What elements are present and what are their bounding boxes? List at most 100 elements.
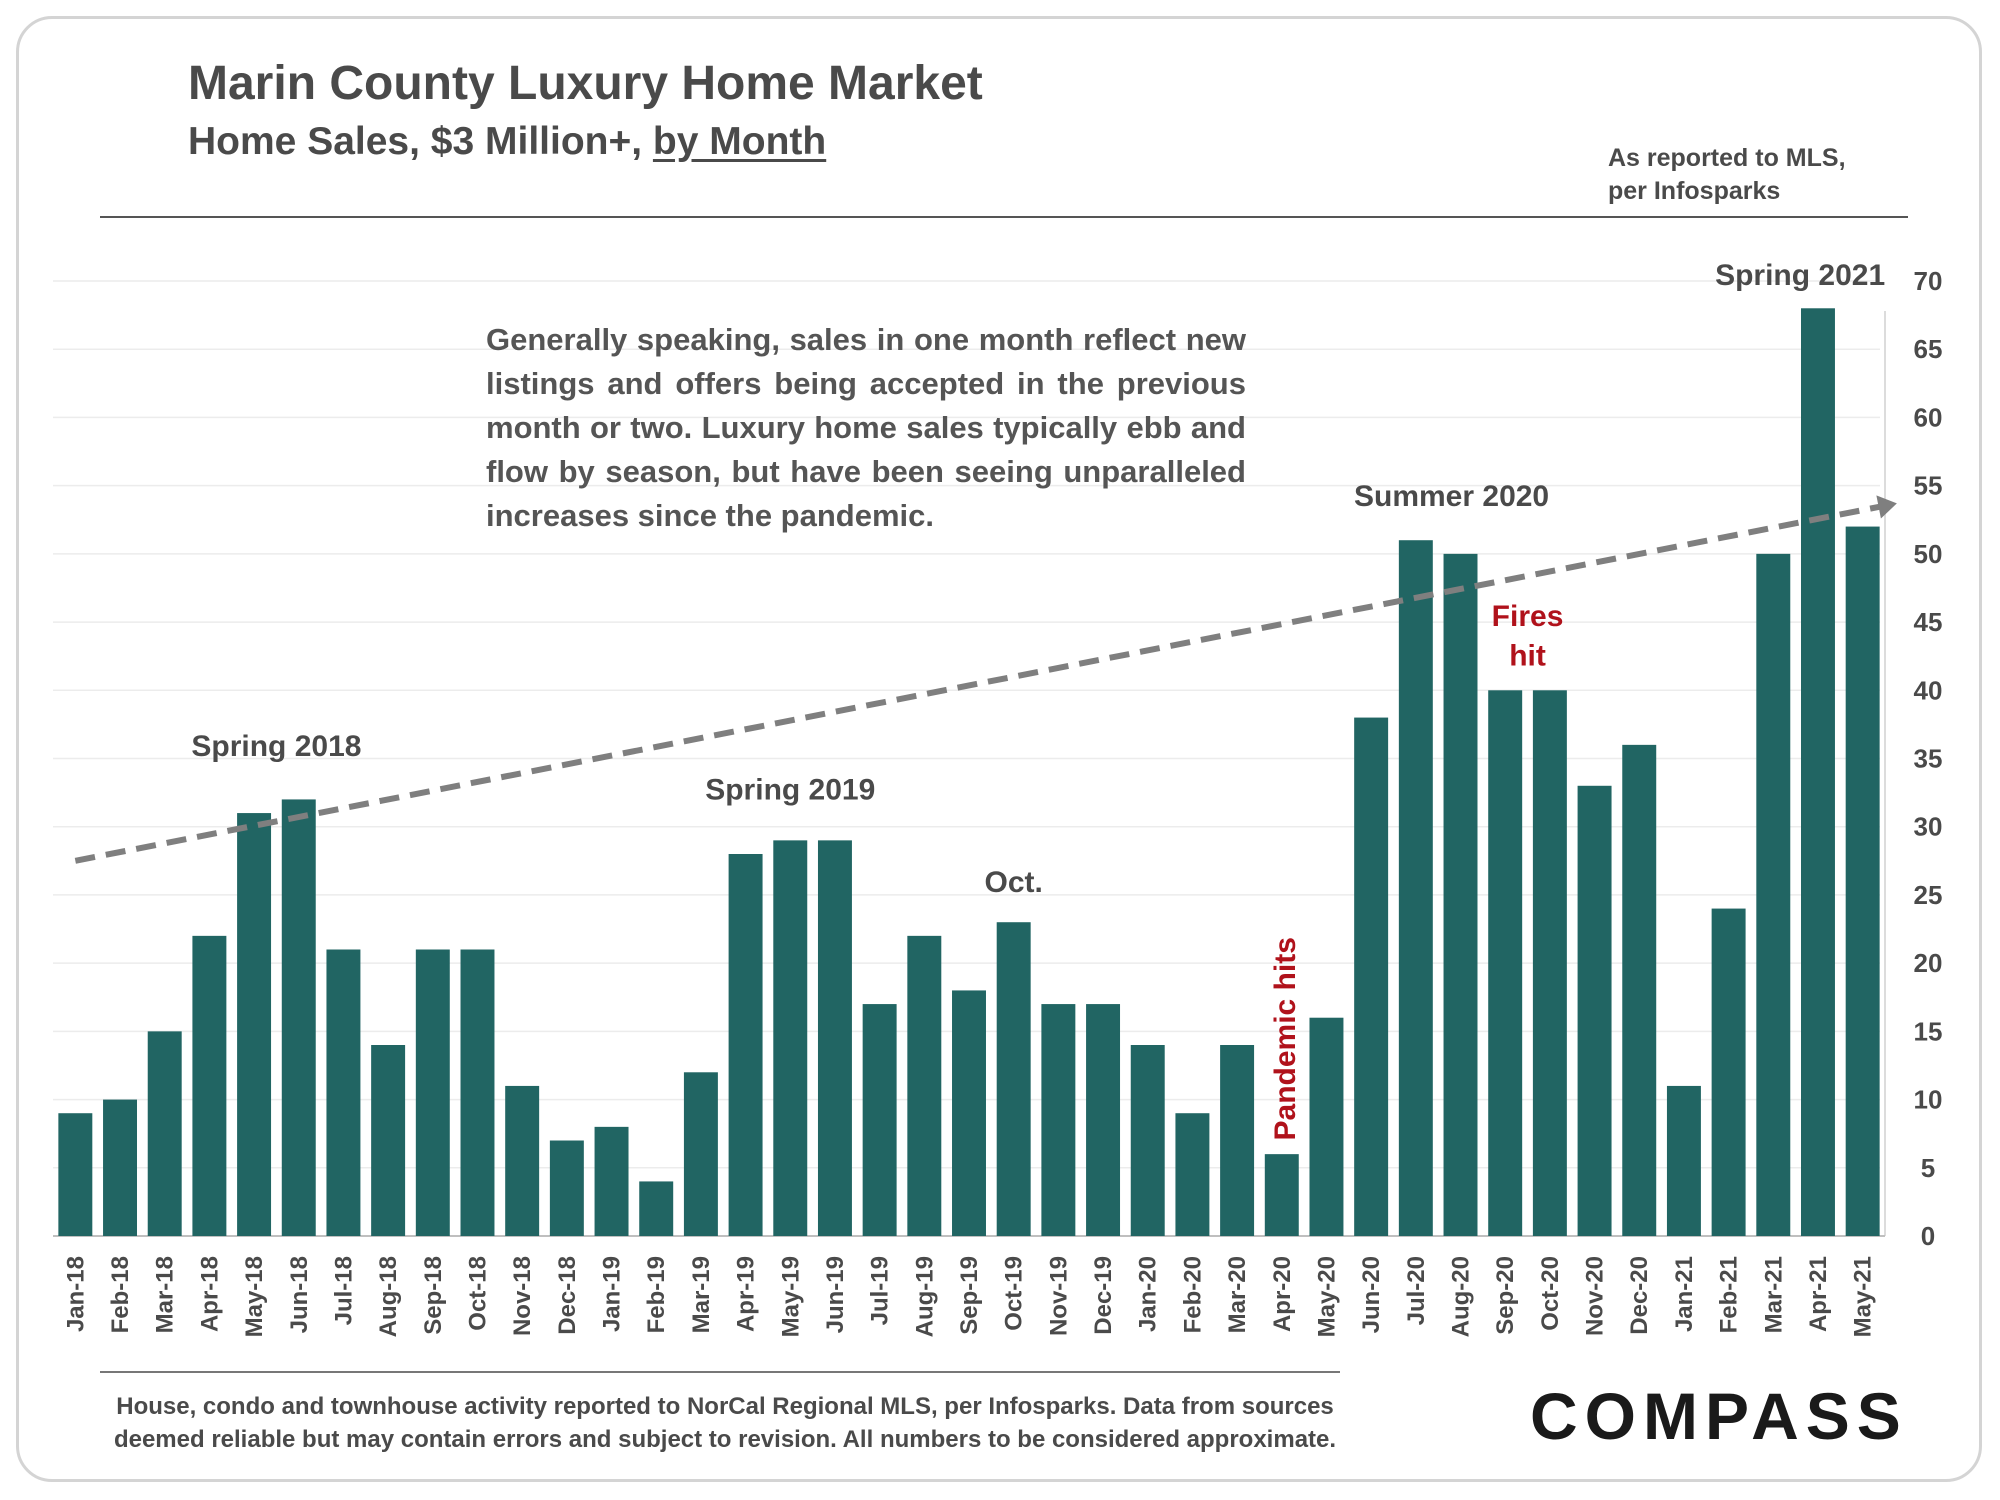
bar: [505, 1085, 540, 1236]
annotation-label: Spring 2019: [705, 773, 875, 806]
bar: [639, 1181, 674, 1236]
bar: [371, 1045, 406, 1236]
bar: [1309, 1017, 1344, 1236]
bar: [1175, 1113, 1210, 1236]
bar: [907, 935, 942, 1236]
x-tick-label: Jul-18: [330, 1256, 357, 1325]
subtitle-emphasis: by Month: [652, 120, 827, 163]
bar: [1041, 1004, 1076, 1236]
x-tick-label: Jan-20: [1135, 1256, 1162, 1332]
trend-line: [74, 495, 1897, 864]
x-tick-label: Jan-18: [62, 1256, 89, 1332]
x-tick-label: Feb-19: [643, 1256, 670, 1333]
annotation-label: Pandemic hits: [1269, 937, 1302, 1140]
x-tick-label: Aug-20: [1448, 1256, 1475, 1337]
y-tick-label: 50: [1914, 539, 1943, 569]
x-tick-label: Apr-21: [1805, 1256, 1832, 1332]
annotations: Spring 2018 Spring 2019 Oct. Pandemic hits S…: [191, 259, 1885, 1140]
bar: [1800, 308, 1835, 1236]
x-tick-label: Feb-18: [107, 1256, 134, 1333]
x-tick-label: Nov-20: [1582, 1256, 1609, 1336]
annotation-label: Spring 2018: [191, 730, 361, 763]
footer-line1: House, condo and townhouse activity repo…: [116, 1393, 1334, 1420]
bar: [1577, 785, 1612, 1236]
bar: [683, 1072, 718, 1236]
x-tick-label: Jul-20: [1403, 1256, 1430, 1325]
x-tick-label: Mar-20: [1224, 1256, 1251, 1333]
annotation-label: Summer 2020: [1354, 480, 1549, 513]
y-tick-label: 60: [1914, 402, 1943, 432]
y-tick-label: 70: [1914, 266, 1943, 296]
x-tick-label: Oct-19: [1001, 1256, 1028, 1331]
bar: [1845, 526, 1880, 1236]
x-tick-label: Oct-20: [1537, 1256, 1564, 1331]
source-note-line2: per Infosparks: [1608, 177, 1781, 205]
y-tick-label: 0: [1921, 1221, 1935, 1251]
bar: [1354, 717, 1389, 1236]
x-axis-ticks: Jan-18 Feb-18 Mar-18 Apr-18 May-18 Jun-18 Jul-…: [62, 1256, 1876, 1337]
annotation-label: hit: [1509, 640, 1546, 673]
bar: [1086, 1004, 1121, 1236]
bar: [728, 854, 763, 1236]
x-tick-label: Apr-20: [1269, 1256, 1296, 1332]
bar: [1666, 1085, 1701, 1236]
y-tick-label: 5: [1921, 1153, 1935, 1183]
bar: [1130, 1045, 1165, 1236]
bar: [1220, 1045, 1255, 1236]
x-tick-label: Sep-19: [956, 1256, 983, 1335]
x-tick-label: May-20: [1313, 1256, 1340, 1337]
x-tick-label: Nov-19: [1045, 1256, 1072, 1336]
annotation-label: Fires: [1492, 600, 1564, 633]
x-tick-label: Mar-19: [688, 1256, 715, 1333]
x-tick-label: Mar-18: [152, 1256, 179, 1333]
commentary-text: Generally speaking, sales in one month r…: [486, 322, 1246, 533]
x-tick-label: Apr-18: [196, 1256, 223, 1332]
bar: [58, 1113, 93, 1236]
trend-arrowhead: [1876, 495, 1897, 519]
x-tick-label: Dec-18: [554, 1256, 581, 1335]
bar: [817, 840, 852, 1236]
bar: [862, 1004, 897, 1236]
x-tick-label: May-19: [777, 1256, 804, 1337]
annotation-label: Oct.: [985, 866, 1043, 899]
bar: [460, 949, 495, 1236]
x-tick-label: May-21: [1850, 1256, 1877, 1337]
bar: [1264, 1154, 1299, 1236]
header-divider: [100, 216, 1908, 218]
bar: [952, 990, 986, 1236]
y-tick-label: 15: [1914, 1016, 1943, 1046]
bar: [1443, 553, 1478, 1236]
bar: [1622, 744, 1657, 1236]
x-tick-label: Dec-20: [1626, 1256, 1653, 1335]
bar: [1756, 553, 1791, 1236]
y-tick-label: 55: [1914, 471, 1943, 501]
x-tick-label: Mar-21: [1760, 1256, 1787, 1333]
chart-subtitle: Home Sales, $3 Million+, by Month: [188, 120, 826, 164]
bars: [58, 308, 1880, 1236]
y-tick-label: 10: [1914, 1085, 1943, 1115]
x-tick-label: Jul-19: [867, 1256, 894, 1325]
bar: [415, 949, 450, 1236]
x-tick-label: Aug-18: [375, 1256, 402, 1337]
bar: [326, 949, 361, 1236]
x-tick-label: Jan-19: [599, 1256, 626, 1332]
bar: [996, 922, 1031, 1236]
subtitle-prefix: Home Sales, $3 Million+,: [188, 120, 653, 163]
bar: [1711, 908, 1746, 1236]
x-tick-label: Jun-20: [1358, 1256, 1385, 1333]
y-tick-label: 40: [1914, 675, 1943, 705]
footer-line2: deemed reliable but may contain errors a…: [113, 1426, 1337, 1453]
y-tick-label: 65: [1914, 334, 1943, 364]
trend-dashed-line: [74, 503, 1882, 864]
x-tick-label: Oct-18: [464, 1256, 491, 1331]
x-tick-label: Aug-19: [911, 1256, 938, 1337]
x-tick-label: Sep-18: [420, 1256, 447, 1335]
x-tick-label: May-18: [241, 1256, 268, 1337]
bar: [281, 799, 316, 1236]
x-tick-label: Feb-20: [1179, 1256, 1206, 1333]
y-tick-label: 45: [1914, 607, 1943, 637]
x-tick-label: Apr-19: [733, 1256, 760, 1332]
compass-logo: COMPASS: [1530, 1379, 1908, 1453]
footer-divider: [100, 1371, 1340, 1373]
